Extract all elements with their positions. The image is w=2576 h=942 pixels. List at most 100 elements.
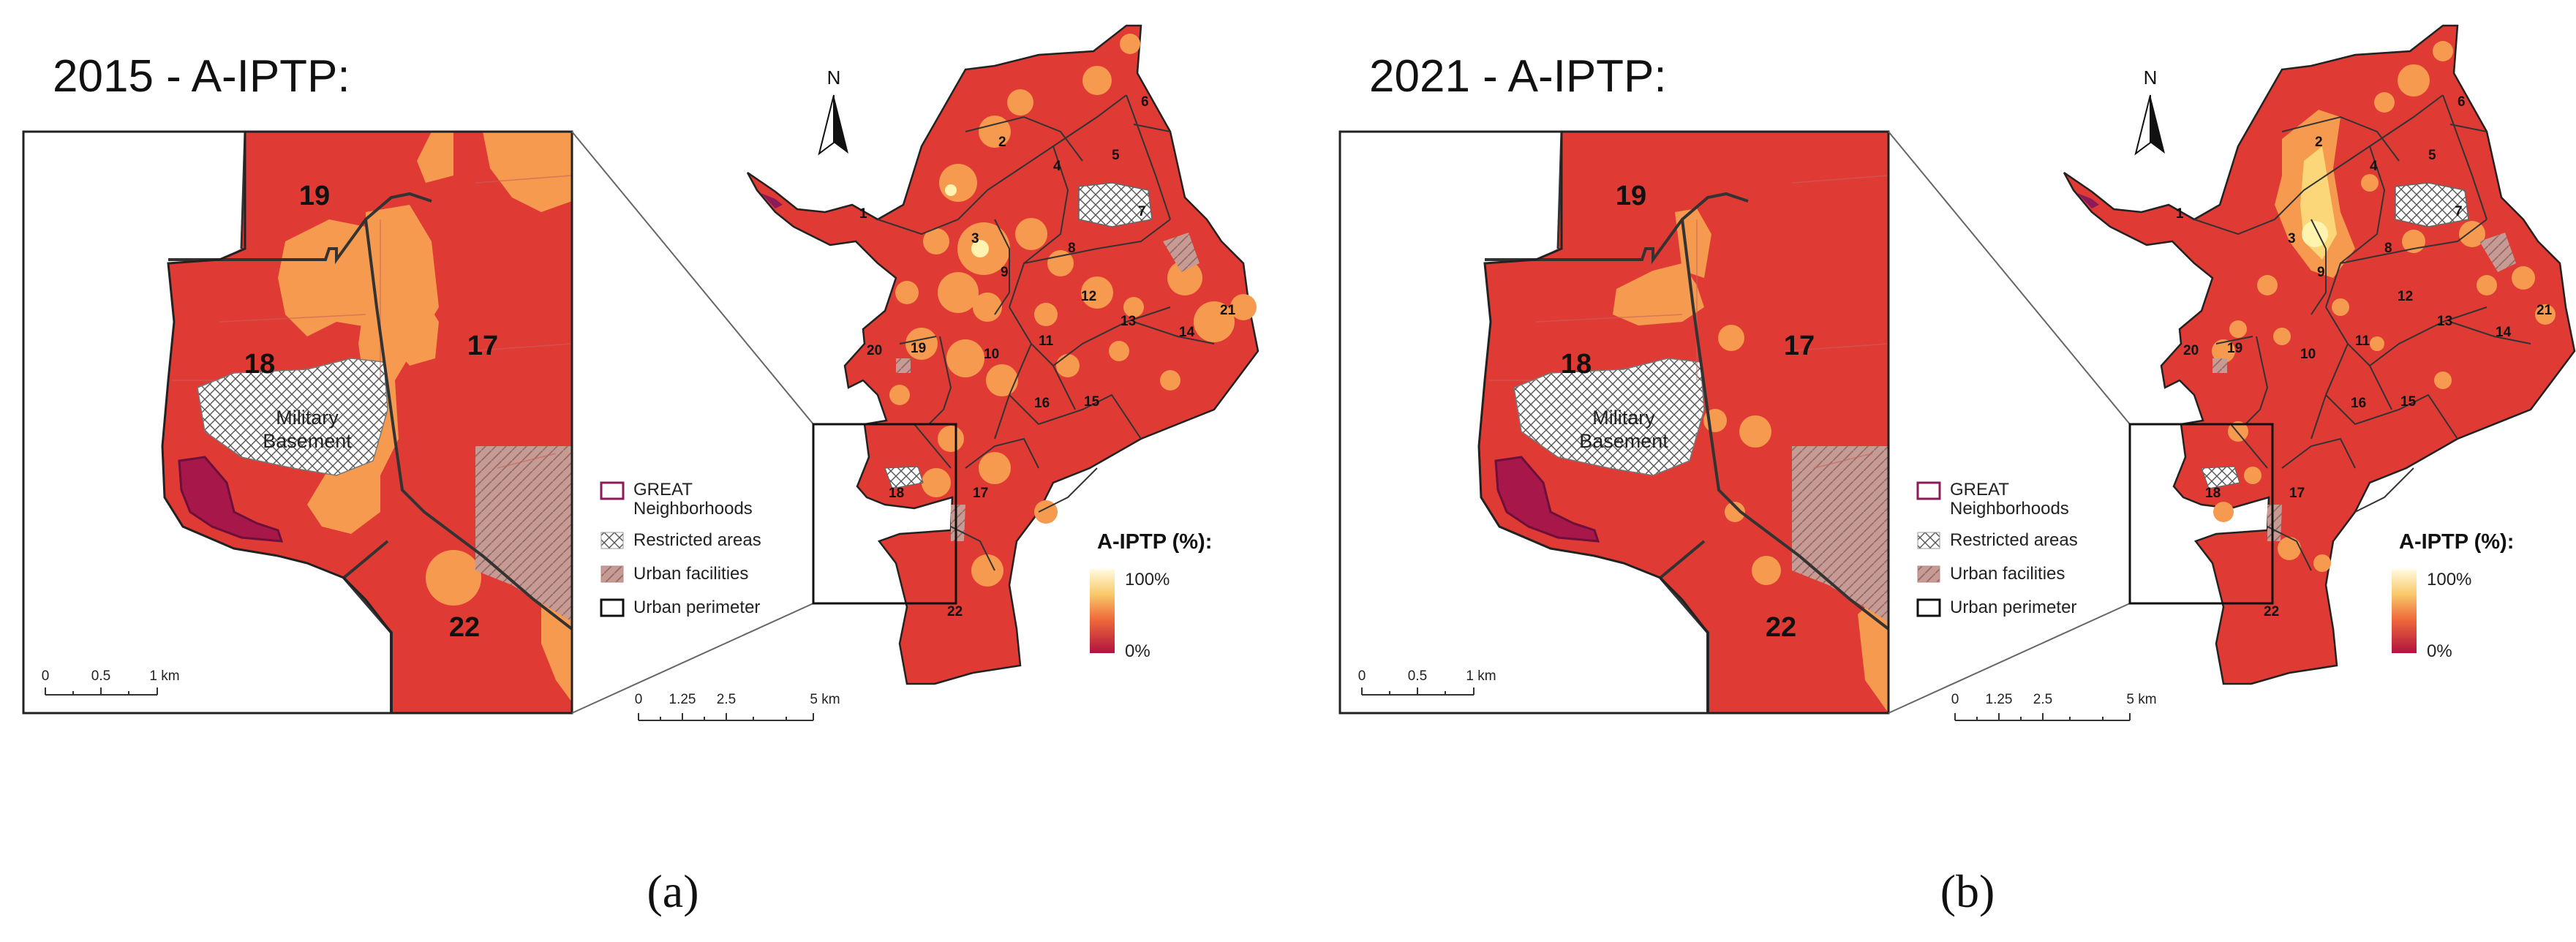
inset-label: 22 — [449, 612, 480, 643]
svg-text:100%: 100% — [2427, 570, 2471, 589]
svg-text:Neighborhoods: Neighborhoods — [633, 499, 753, 519]
svg-text:13: 13 — [1121, 314, 1136, 329]
svg-text:8: 8 — [2384, 241, 2392, 256]
inset-label: 17 — [467, 331, 498, 361]
svg-text:21: 21 — [1220, 303, 1236, 318]
zoom-box — [2128, 423, 2274, 605]
zoom-box — [812, 423, 957, 605]
svg-text:10: 10 — [984, 347, 999, 362]
svg-text:Urban perimeter: Urban perimeter — [633, 598, 760, 617]
neighborhood-labels: 1 2 3 4 5 6 7 8 9 10 11 12 13 14 15 16 1… — [2176, 94, 2553, 619]
svg-text:A-IPTP (%):: A-IPTP (%): — [2399, 530, 2514, 554]
military-label: Basement — [1579, 430, 1668, 452]
inset-label: 18 — [244, 349, 275, 380]
inset-label: 22 — [1766, 612, 1796, 643]
svg-text:N: N — [2144, 67, 2158, 88]
inset-label: 19 — [299, 181, 330, 211]
svg-text:18: 18 — [889, 486, 904, 501]
svg-text:15: 15 — [1084, 394, 1100, 410]
north-arrow: N — [818, 67, 848, 156]
svg-text:11: 11 — [1039, 334, 1054, 349]
svg-text:Neighborhoods: Neighborhoods — [1950, 499, 2069, 519]
svg-text:14: 14 — [1179, 325, 1195, 340]
zoom-connector — [571, 131, 814, 714]
svg-text:17: 17 — [973, 486, 988, 501]
svg-text:4: 4 — [1053, 159, 1061, 174]
svg-text:5: 5 — [2428, 148, 2436, 163]
svg-text:2.5: 2.5 — [2033, 692, 2052, 707]
svg-text:N: N — [827, 67, 841, 88]
svg-text:9: 9 — [1001, 265, 1009, 280]
main-scale-bar: 0 1.25 2.5 5 km — [1951, 692, 2157, 721]
panel-caption: (b) — [1940, 865, 1995, 917]
svg-text:11: 11 — [2355, 334, 2370, 349]
svg-text:3: 3 — [971, 231, 979, 246]
svg-text:Urban facilities: Urban facilities — [1950, 564, 2065, 584]
svg-text:Urban facilities: Urban facilities — [633, 564, 748, 584]
svg-text:13: 13 — [2437, 314, 2452, 329]
svg-text:7: 7 — [2455, 204, 2463, 219]
inset-label: 18 — [1561, 349, 1592, 380]
svg-text:2.5: 2.5 — [717, 692, 736, 707]
svg-text:0%: 0% — [2427, 641, 2452, 661]
svg-text:0.5: 0.5 — [1408, 668, 1427, 684]
svg-text:0: 0 — [635, 692, 643, 707]
svg-text:1: 1 — [859, 206, 867, 222]
svg-text:1 km: 1 km — [149, 668, 179, 684]
svg-text:19: 19 — [911, 341, 926, 356]
svg-text:18: 18 — [2205, 486, 2221, 501]
svg-text:Urban perimeter: Urban perimeter — [1950, 598, 2076, 617]
legend: GREAT Neighborhoods Restricted areas Urb… — [1916, 480, 2078, 617]
inset-frame — [22, 130, 573, 715]
svg-text:7: 7 — [1138, 204, 1146, 219]
legend: GREAT Neighborhoods Restricted areas Urb… — [600, 480, 761, 617]
svg-text:100%: 100% — [1125, 570, 1170, 589]
city-map — [2063, 24, 2576, 685]
inset-frame — [1338, 130, 1890, 715]
svg-text:Restricted areas: Restricted areas — [1950, 530, 2078, 550]
svg-text:GREAT: GREAT — [1950, 480, 2009, 500]
svg-text:19: 19 — [2227, 341, 2242, 356]
svg-text:22: 22 — [2264, 604, 2279, 619]
svg-text:1: 1 — [2176, 206, 2184, 222]
svg-text:20: 20 — [2183, 343, 2199, 358]
svg-text:22: 22 — [947, 604, 963, 619]
svg-text:9: 9 — [2317, 265, 2325, 280]
panel-b: 2021 - A-IPTP: 19 18 — [1338, 24, 2576, 917]
svg-text:3: 3 — [2288, 231, 2296, 246]
svg-text:A-IPTP (%):: A-IPTP (%): — [1097, 530, 1212, 554]
svg-text:5 km: 5 km — [810, 692, 840, 707]
svg-text:12: 12 — [2398, 289, 2413, 304]
inset-scale-bar: 0 0.5 1 km — [42, 668, 180, 696]
inset-label: 19 — [1616, 181, 1646, 211]
svg-text:4: 4 — [2370, 159, 2378, 174]
svg-text:17: 17 — [2289, 486, 2305, 501]
inset-map — [1340, 132, 1888, 713]
svg-text:14: 14 — [2496, 325, 2512, 340]
svg-text:1.25: 1.25 — [669, 692, 696, 707]
military-label: Military — [276, 407, 339, 429]
svg-text:20: 20 — [867, 343, 882, 358]
panel-title: 2015 - A-IPTP: — [53, 51, 350, 102]
svg-text:1 km: 1 km — [1466, 668, 1496, 684]
svg-text:0: 0 — [1358, 668, 1366, 684]
main-scale-bar: 0 1.25 2.5 5 km — [635, 692, 840, 721]
panel-title: 2021 - A-IPTP: — [1369, 51, 1667, 102]
svg-text:0: 0 — [42, 668, 50, 684]
svg-text:0.5: 0.5 — [91, 668, 110, 684]
svg-text:Restricted areas: Restricted areas — [633, 530, 761, 550]
neighborhood-labels: 1 2 3 4 5 6 7 8 9 10 11 12 13 14 15 16 1… — [859, 94, 1236, 619]
svg-text:0%: 0% — [1125, 641, 1150, 661]
color-ramp-legend: A-IPTP (%): 100% 0% — [1090, 530, 1212, 661]
zoom-connector — [1888, 131, 2131, 714]
svg-text:16: 16 — [1034, 396, 1050, 411]
north-arrow: N — [2134, 67, 2165, 156]
color-ramp-legend: A-IPTP (%): 100% 0% — [2392, 530, 2514, 661]
svg-text:5: 5 — [1112, 148, 1120, 163]
svg-text:GREAT: GREAT — [633, 480, 693, 500]
inset-scale-bar: 0 0.5 1 km — [1358, 668, 1496, 696]
panel-caption: (a) — [647, 865, 698, 917]
svg-text:6: 6 — [1141, 94, 1149, 110]
svg-text:2: 2 — [2315, 135, 2323, 150]
